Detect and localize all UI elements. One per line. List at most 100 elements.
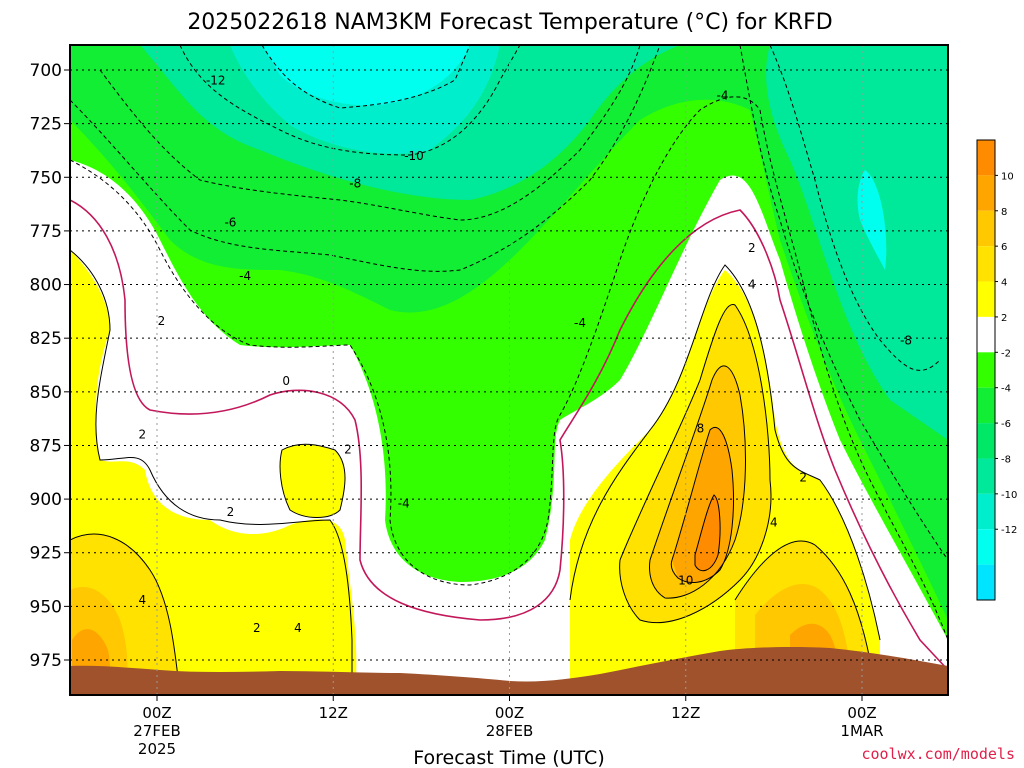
chart-title: 2025022618 NAM3KM Forecast Temperature (… (187, 10, 832, 35)
colorbar-bin (977, 529, 995, 565)
colorbar-bin (977, 458, 995, 494)
colorbar-bin (977, 564, 995, 600)
contour-plus6-right (649, 365, 746, 599)
colorbar-label: 4 (1001, 278, 1007, 289)
colorbar-label: -12 (1001, 525, 1017, 536)
contour-minus8 (99, 45, 641, 221)
contour-label: 4 (138, 593, 146, 607)
y-tick-label: 900 (30, 490, 62, 510)
contour-label: 2 (227, 505, 235, 519)
x-tick-label-date: 28FEB (486, 722, 533, 740)
field-minus10-repaint (262, 45, 470, 106)
x-tick-label: 00Z (142, 704, 171, 722)
colorbar: 10 8 6 4 2 -2 -4 -6 -8 -10 -12 (976, 139, 1017, 601)
contour-label: 2 (344, 443, 352, 457)
y-tick-label: 825 (30, 329, 62, 349)
y-tick-label: 950 (30, 597, 62, 617)
contour-minus4-right (759, 109, 948, 641)
x-tick-label-year: 2025 (138, 740, 176, 758)
contour-minus10 (179, 45, 521, 156)
y-tick-label: 850 (30, 383, 62, 403)
contour-label: -4 (398, 496, 410, 510)
colorbar-bin (977, 210, 995, 247)
grid (70, 45, 948, 695)
contour-label: 2 (799, 471, 807, 485)
colorbar-bin (977, 387, 995, 424)
contour-label: -10 (404, 149, 424, 163)
contour-plus8-right (670, 427, 734, 583)
contour-minus6-right (739, 45, 948, 561)
y-tick-label: 875 (30, 436, 62, 456)
contour-label: -8 (349, 177, 361, 191)
contour-minus8-right (769, 45, 941, 371)
terrain (70, 647, 948, 695)
y-tick-label: 975 (30, 651, 62, 671)
contour-label: -8 (900, 333, 912, 347)
contour-plus4-right (619, 304, 772, 624)
y-tick-label: 725 (30, 115, 62, 135)
colorbar-bin (977, 352, 995, 388)
x-tick-label-date: 1MAR (840, 722, 883, 740)
x-tick-label: 12Z (319, 704, 348, 722)
colorbar-label: -2 (1001, 348, 1011, 359)
contour-label: 2 (158, 314, 166, 328)
contour-label: -12 (206, 74, 226, 88)
contour-label: 10 (678, 574, 693, 588)
contour-label: 4 (770, 516, 778, 530)
x-tick-label: 00Z (495, 704, 524, 722)
x-axis-label: Forecast Time (UTC) (413, 747, 604, 768)
contour-plus2-left (70, 249, 353, 695)
colorbar-label: -8 (1001, 454, 1011, 465)
contour-label: 2 (748, 241, 756, 255)
contour-label: -4 (716, 89, 728, 103)
x-tick-label-date: 27FEB (133, 722, 180, 740)
contour-zero (70, 199, 948, 671)
y-tick-label: 700 (30, 61, 62, 81)
contour-label: 0 (282, 374, 290, 388)
contour-plus10-right (694, 494, 721, 572)
contour-labels: -12 -10 -8 -6 -4 -4 -4 -4 -8 2 0 2 2 2 4 2 4 2 4 8 10 4 2 (138, 74, 912, 635)
contour-label: -6 (224, 215, 236, 229)
colorbar-bin (977, 493, 995, 530)
colorbar-label: 2 (1001, 313, 1007, 324)
contour-label: -4 (574, 316, 586, 330)
colorbar-bin (977, 140, 995, 176)
y-tick-label: 925 (30, 544, 62, 564)
contour-plus4-left (70, 533, 181, 695)
field-max (695, 495, 721, 571)
contour-label: 4 (748, 278, 756, 292)
colorbar-label: -6 (1001, 419, 1011, 430)
y-tick-label: 800 (30, 276, 62, 296)
colorbar-label: 8 (1001, 207, 1007, 218)
y-tick-label: 775 (30, 222, 62, 242)
x-tick-label: 12Z (671, 704, 700, 722)
contour-minus12 (261, 45, 471, 109)
contour-plus2-pocket (279, 443, 346, 518)
credit-text: coolwx.com/models (861, 745, 1015, 763)
contour-plus2-right (569, 264, 881, 641)
y-tick-label: 750 (30, 168, 62, 188)
contour-label: 2 (138, 428, 146, 442)
colorbar-frame (976, 139, 996, 601)
contour-label: 4 (294, 621, 302, 635)
colorbar-label: 6 (1001, 242, 1007, 253)
contour-minus4 (70, 96, 761, 586)
colorbar-bin (977, 281, 995, 317)
colorbar-bin (977, 175, 995, 211)
contour-label: 2 (253, 621, 261, 635)
field-yellow-left-pocket (280, 444, 345, 518)
colorbar-bin (977, 423, 995, 459)
contour-label: -4 (239, 269, 251, 283)
colorbar-bin (977, 316, 995, 353)
contour-plus4-right2 (734, 540, 871, 661)
colorbar-label: -4 (1001, 384, 1011, 395)
contour-lines (70, 45, 948, 695)
colorbar-bin (977, 246, 995, 282)
colorbar-label: -10 (1001, 490, 1017, 501)
colorbar-label: 10 (1001, 171, 1014, 182)
x-tick-label: 00Z (847, 704, 876, 722)
contour-label: 8 (697, 421, 705, 435)
y-axis: 700 725 750 775 800 825 850 875 900 925 950 975 (30, 61, 70, 671)
